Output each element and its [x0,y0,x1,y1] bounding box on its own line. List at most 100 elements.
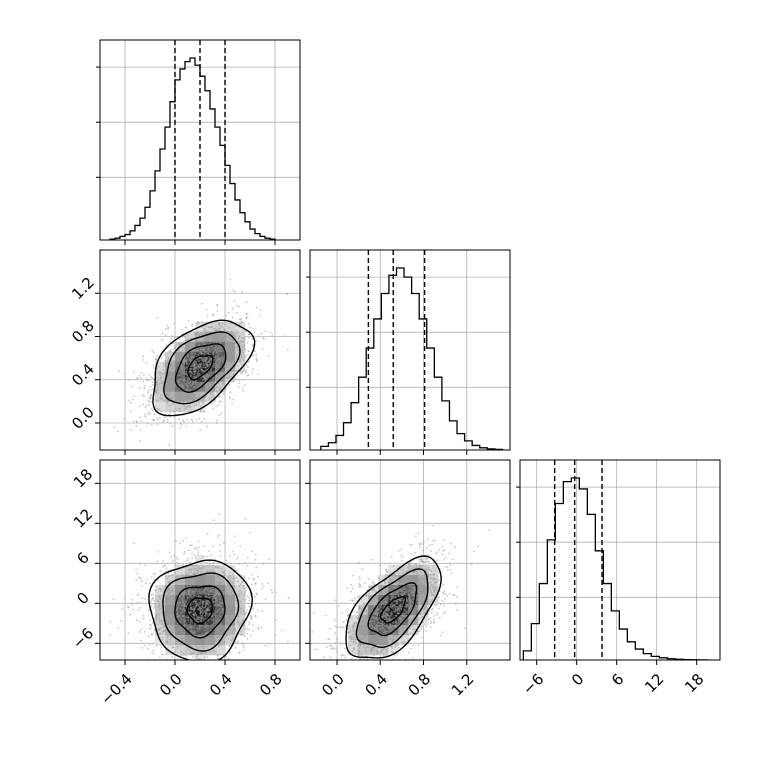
scatter-point [166,382,169,385]
scatter-point [400,548,402,551]
scatter-point [238,563,240,565]
scatter-point [223,337,226,340]
scatter-point [408,575,411,578]
scatter-point [198,607,200,610]
density-cell [215,565,226,576]
scatter-point [224,340,227,342]
scatter-point [181,609,184,612]
scatter-point [384,643,387,646]
scatter-point [443,558,445,561]
scatter-point [156,381,159,384]
scatter-point [145,578,148,581]
scatter-point [228,397,231,400]
scatter-point [408,597,410,600]
scatter-point [429,588,432,591]
scatter-point [186,398,189,400]
scatter-point [164,360,166,362]
scatter-point [180,383,183,386]
scatter-point [353,636,355,638]
scatter-point [200,642,203,645]
scatter-point [189,637,192,640]
density-cell [205,575,216,586]
scatter-point [368,578,371,580]
scatter-point [202,362,205,365]
scatter-point [196,548,199,551]
scatter-point [409,608,411,611]
scatter-point [421,599,424,602]
scatter-point [429,594,432,597]
scatter-point [214,366,216,369]
scatter-point [431,585,434,588]
scatter-point [221,333,224,336]
scatter-point [402,625,404,628]
scatter-point [127,606,130,609]
scatter-point [267,354,270,357]
scatter-point [182,592,185,595]
scatter-point [154,589,157,592]
scatter-point [189,603,192,606]
scatter-point [168,604,171,607]
scatter-point [182,644,185,646]
scatter-point [184,653,186,656]
scatter-point [392,658,395,660]
scatter-point [118,370,120,373]
scatter-point [185,382,187,385]
scatter-point [350,590,352,593]
scatter-point [197,353,200,355]
scatter-point [397,644,399,647]
scatter-point [376,637,378,640]
scatter-point [404,590,407,593]
density-cell [175,645,186,656]
scatter-point [413,622,416,625]
scatter-point [425,557,428,560]
scatter-point [208,326,211,329]
scatter-point [200,567,203,570]
scatter-point [240,607,242,610]
scatter-point [200,674,202,676]
scatter-point [230,605,232,608]
scatter-point [210,617,213,620]
scatter-point [207,577,210,580]
scatter-point [163,625,166,627]
scatter-point [109,620,112,623]
scatter-point [176,601,179,604]
scatter-point [204,325,207,328]
scatter-point [171,388,174,391]
scatter-point [190,626,193,628]
scatter-point [132,370,135,373]
scatter-point [238,323,241,325]
scatter-point [375,662,377,664]
density-cell [215,321,226,333]
scatter-point [450,572,453,575]
scatter-point [205,339,208,342]
scatter-point [165,344,168,347]
scatter-point [160,410,163,413]
scatter-point [179,608,182,610]
scatter-point [188,572,190,574]
scatter-point [409,603,412,606]
scatter-point [171,589,174,591]
scatter-point [228,645,231,648]
scatter-point [181,629,184,631]
scatter-point [363,636,365,639]
scatter-point [189,623,192,626]
scatter-point [488,529,491,532]
scatter-point [227,576,230,579]
scatter-point [207,347,210,350]
scatter-point [206,314,209,317]
scatter-point [201,302,204,305]
scatter-point [452,594,455,596]
scatter-point [357,649,360,652]
scatter-point [212,614,214,617]
scatter-point [370,624,372,627]
scatter-point [201,605,203,608]
scatter-point [402,618,405,621]
scatter-point [143,384,146,387]
scatter-point [169,389,172,391]
scatter-point [245,598,247,601]
scatter-point [176,645,179,648]
scatter-point [244,355,247,358]
scatter-point [244,348,246,350]
scatter-point [170,359,173,362]
scatter-point [142,380,145,383]
